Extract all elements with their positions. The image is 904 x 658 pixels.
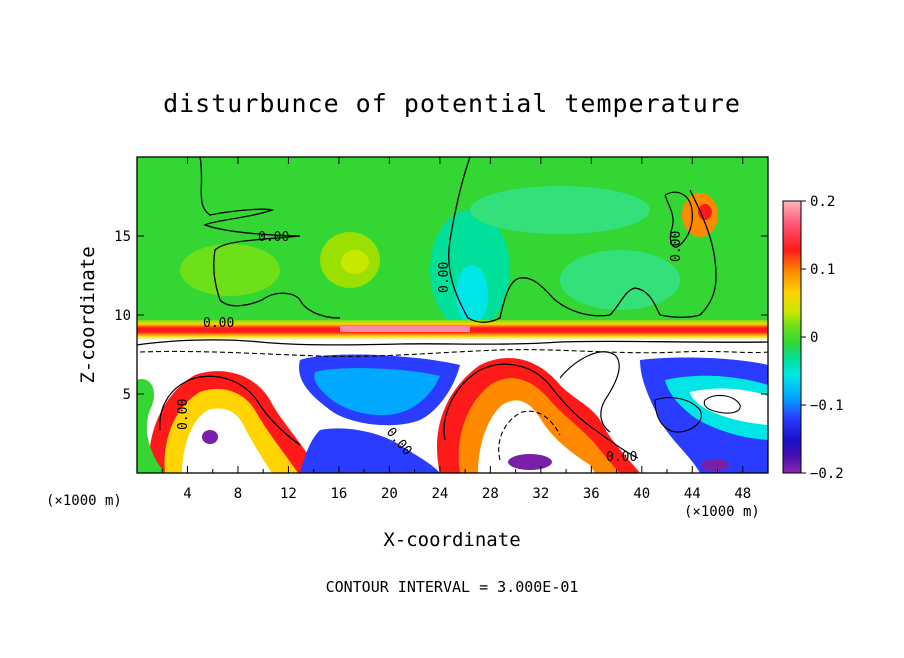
x-unit-left: (×1000 m) — [46, 493, 122, 509]
eddy — [202, 430, 218, 444]
x-tick-label: 16 — [330, 486, 347, 502]
y-tick-label: 5 — [123, 387, 131, 403]
y-tick-label: 15 — [114, 229, 131, 245]
plot-area: 0.000.000.000.000.00 0.000.00 — [137, 157, 768, 473]
colorbar — [782, 200, 802, 474]
eddy — [478, 400, 595, 473]
contour-label: 0.00 — [669, 231, 684, 262]
x-tick-label: 20 — [381, 486, 398, 502]
y-tick-label: 10 — [114, 308, 131, 324]
contour-line — [664, 191, 693, 248]
x-tick-label: 24 — [431, 486, 448, 502]
colorbar-ticks: 0.2 0.1 0 −0.1 −0.2 — [801, 194, 844, 482]
colorbar-tick-label: 0.1 — [810, 262, 835, 278]
contour-interval-note: CONTOUR INTERVAL = 3.000E-01 — [326, 578, 579, 596]
stable-band-peak — [340, 326, 470, 332]
x-axis-ticks: 4 8 12 16 20 24 28 32 36 40 44 48 — [161, 157, 751, 502]
contour-line — [654, 397, 702, 433]
y-axis-label: Z-coordinate — [77, 246, 99, 383]
contour-label: 0.00 — [176, 399, 191, 430]
x-tick-label: 12 — [280, 486, 297, 502]
x-tick-label: 36 — [583, 486, 600, 502]
contour-line — [139, 349, 768, 357]
x-unit-right: (×1000 m) — [684, 504, 760, 520]
x-tick-label: 48 — [734, 486, 751, 502]
contour-label: 0.00 — [258, 230, 289, 245]
field-patch — [560, 250, 680, 310]
x-tick-label: 8 — [234, 486, 242, 502]
contour-line — [443, 363, 639, 459]
contour-line — [703, 394, 741, 414]
x-tick-label: 44 — [684, 486, 701, 502]
contour-line — [137, 339, 768, 346]
x-tick-label: 32 — [532, 486, 549, 502]
eddy — [182, 408, 272, 473]
contour-line — [498, 410, 561, 461]
colorbar-tick-label: −0.1 — [810, 398, 844, 414]
contour-label: 0.00 — [203, 316, 234, 331]
eddy — [508, 454, 552, 470]
colorbar-tick-label: 0 — [810, 330, 818, 346]
contour-line — [448, 157, 717, 323]
contour-line — [559, 351, 620, 433]
x-tick-label: 28 — [482, 486, 499, 502]
field-patch — [180, 244, 280, 296]
eddy — [701, 459, 729, 471]
x-tick-label: 4 — [183, 486, 191, 502]
eddy — [314, 368, 440, 416]
field-patch — [470, 186, 650, 234]
colorbar-tick-label: −0.2 — [810, 466, 844, 482]
x-axis-label: X-coordinate — [383, 529, 520, 551]
field-patch — [456, 265, 488, 325]
contour-line — [159, 375, 301, 446]
contour-line — [199, 157, 341, 319]
colorbar-tick-label: 0.2 — [810, 194, 835, 210]
chart-title: disturbunce of potential temperature — [163, 89, 741, 118]
contour-label: 0.00 — [606, 450, 637, 465]
contour-labels: 0.000.000.000.000.00 0.000.00 — [176, 230, 684, 465]
contour-label: 0.00 — [437, 262, 452, 293]
field-patch — [341, 250, 369, 274]
eddy — [300, 428, 440, 473]
x-tick-label: 40 — [633, 486, 650, 502]
y-axis-ticks: 5 10 15 — [114, 229, 768, 403]
eddy — [137, 379, 165, 473]
